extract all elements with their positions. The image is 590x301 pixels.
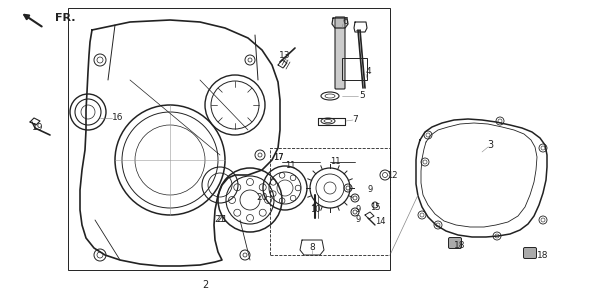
Bar (270, 148, 390, 255)
Text: 17: 17 (273, 154, 283, 163)
Text: 9: 9 (355, 216, 360, 225)
Bar (68, 8, 390, 270)
Text: 11: 11 (285, 160, 295, 169)
Text: 21: 21 (217, 216, 228, 225)
Text: 2: 2 (202, 280, 208, 290)
FancyBboxPatch shape (335, 17, 345, 89)
Text: 17: 17 (273, 154, 283, 163)
Text: 12: 12 (387, 170, 397, 179)
Text: 5: 5 (359, 92, 365, 101)
Text: 11: 11 (330, 157, 340, 166)
FancyBboxPatch shape (523, 247, 536, 259)
Text: 19: 19 (32, 123, 44, 132)
Text: 9: 9 (368, 185, 373, 194)
Text: 14: 14 (375, 218, 385, 226)
Text: 10: 10 (310, 206, 320, 215)
Text: 13: 13 (279, 51, 291, 60)
FancyBboxPatch shape (448, 237, 461, 249)
Text: 20: 20 (256, 194, 268, 203)
Text: 18: 18 (454, 240, 466, 250)
Text: 21: 21 (214, 216, 226, 225)
Text: 18: 18 (537, 250, 549, 259)
Text: FR.: FR. (55, 13, 76, 23)
Text: 4: 4 (365, 67, 371, 76)
Text: 8: 8 (309, 244, 315, 253)
Text: 7: 7 (352, 116, 358, 125)
Text: 9: 9 (355, 206, 360, 215)
Text: 3: 3 (487, 140, 493, 150)
Text: 16: 16 (112, 113, 124, 123)
Bar (342, 58, 367, 80)
Text: 15: 15 (370, 203, 380, 213)
Text: 6: 6 (342, 17, 348, 26)
